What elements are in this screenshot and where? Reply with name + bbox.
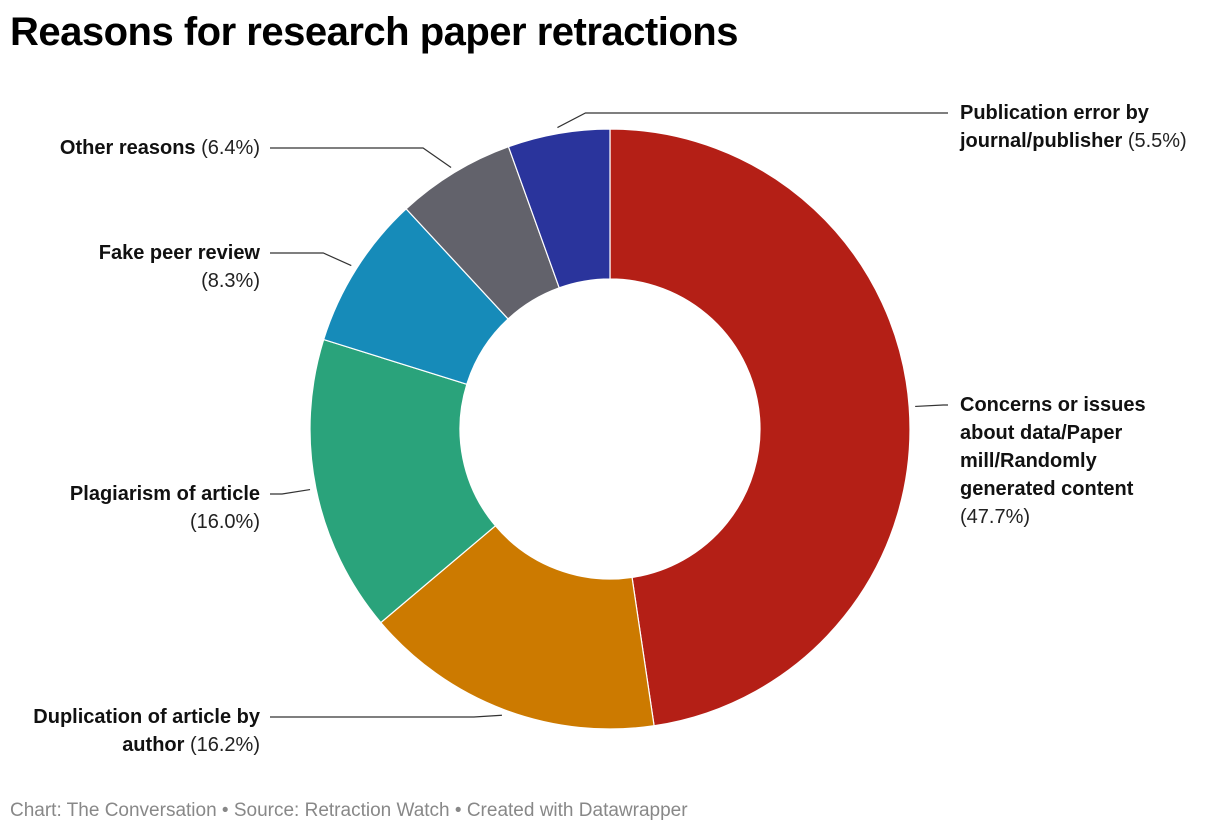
value-label: (5.5%) xyxy=(1127,130,1187,152)
category-label: Concerns or issues about data/Paper mill… xyxy=(960,394,1146,500)
donut-segment xyxy=(507,128,611,289)
value-label: (16.0%) xyxy=(189,511,260,533)
category-label: Plagiarism of article xyxy=(69,483,260,505)
value-label: (47.7%) xyxy=(960,506,1031,528)
segment-label: Plagiarism of article (16.0%) xyxy=(20,480,260,536)
footer: Chart: The Conversation • Source: Retrac… xyxy=(10,800,688,821)
chart-title: Reasons for research paper retractions xyxy=(10,10,738,54)
value-label: (6.4%) xyxy=(201,137,260,159)
category-label: Duplication of article by author xyxy=(33,706,260,756)
category-label: Publication error by journal/publisher xyxy=(960,102,1149,152)
value-label: (16.2%) xyxy=(189,734,260,756)
segment-label: Publication error by journal/publisher (… xyxy=(960,99,1190,155)
category-label: Fake peer review xyxy=(98,242,260,264)
leader-line xyxy=(270,488,311,495)
leader-line xyxy=(915,404,948,408)
leader-line xyxy=(557,112,948,129)
donut-segment xyxy=(379,524,655,730)
leader-line xyxy=(270,252,352,267)
value-label: (8.3%) xyxy=(201,270,260,292)
donut-segment xyxy=(309,338,497,624)
donut-segment xyxy=(609,128,911,727)
segment-label: Fake peer review (8.3%) xyxy=(60,239,260,295)
leader-line xyxy=(270,147,452,168)
leader-line xyxy=(270,714,502,718)
segment-label: Other reasons (6.4%) xyxy=(20,134,260,162)
category-label: Other reasons xyxy=(59,137,196,159)
segment-label: Concerns or issues about data/Paper mill… xyxy=(960,391,1190,531)
segment-label: Duplication of article by author (16.2%) xyxy=(20,703,260,759)
